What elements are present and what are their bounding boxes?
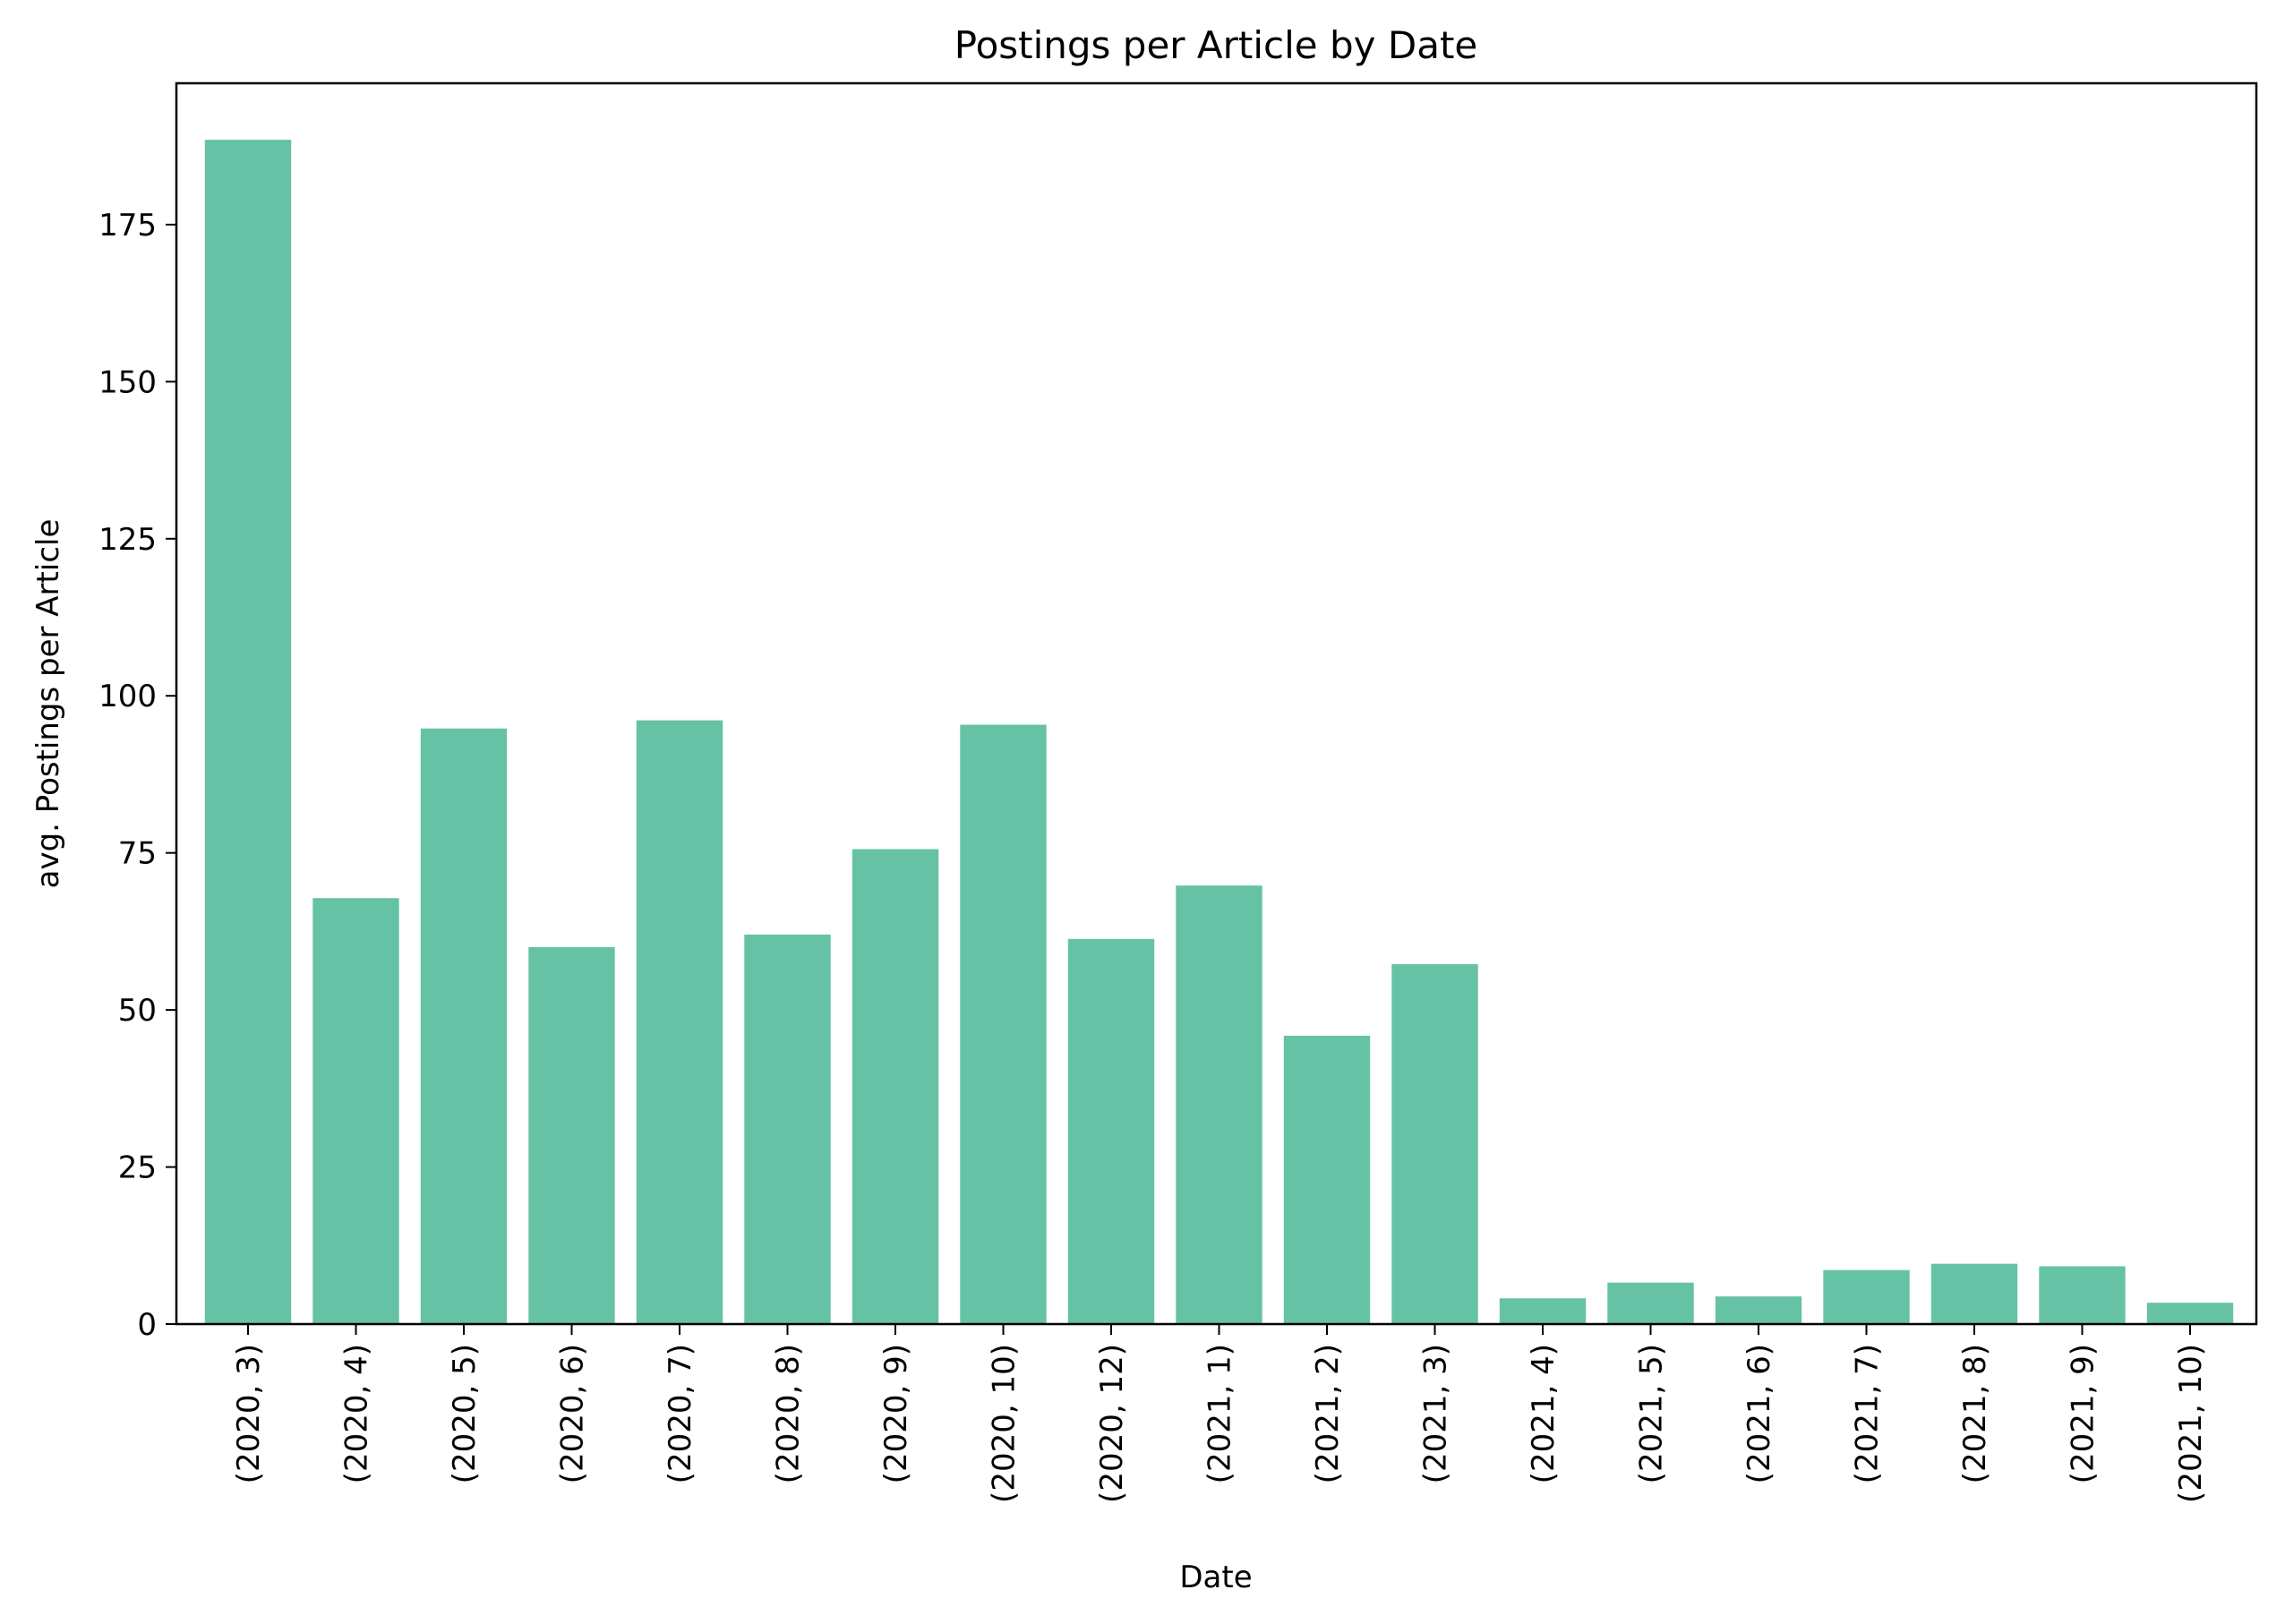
y-tick-label: 0: [137, 1307, 157, 1343]
bar: [1715, 1296, 1802, 1324]
x-tick-label: (2021, 6): [1742, 1344, 1777, 1483]
bar: [528, 946, 615, 1324]
chart-title: Postings per Article by Date: [954, 23, 1478, 67]
bar: [1499, 1298, 1587, 1324]
y-axis-label: avg. Postings per Article: [30, 519, 66, 889]
x-tick-label: (2020, 8): [771, 1344, 807, 1483]
y-tick-label: 50: [118, 993, 157, 1029]
bar: [2039, 1266, 2126, 1324]
x-tick-label: (2021, 8): [1957, 1344, 1993, 1483]
bar: [636, 720, 723, 1324]
y-tick-label: 100: [98, 679, 157, 714]
x-tick-label: (2021, 10): [2173, 1344, 2209, 1503]
bars-group: [204, 140, 2234, 1324]
bar: [2146, 1303, 2234, 1324]
bar: [1391, 963, 1478, 1324]
x-tick-label: (2021, 9): [2066, 1344, 2101, 1483]
x-tick-label: (2020, 4): [339, 1344, 375, 1483]
x-axis-ticks: (2020, 3) (2020, 4) (2020, 5) (2020, 6) (202…: [231, 1324, 2209, 1503]
y-tick-label: 175: [98, 208, 157, 244]
x-tick-label: (2020, 7): [663, 1344, 698, 1483]
bar: [852, 849, 939, 1324]
x-tick-label: (2021, 3): [1418, 1344, 1454, 1483]
x-tick-label: (2020, 5): [447, 1344, 483, 1483]
bar: [1067, 938, 1155, 1324]
y-tick-label: 25: [118, 1150, 157, 1186]
bar: [312, 898, 399, 1324]
x-tick-label: (2020, 3): [231, 1344, 267, 1483]
bar: [1607, 1282, 1694, 1324]
bar: [1283, 1035, 1371, 1324]
x-tick-label: (2020, 12): [1094, 1344, 1130, 1503]
bar: [1930, 1263, 2018, 1324]
x-axis-label: Date: [1179, 1560, 1252, 1595]
x-tick-label: (2021, 4): [1526, 1344, 1562, 1483]
y-axis-ticks: 0 25 50 75 100 125 150 175: [98, 208, 176, 1343]
x-tick-label: (2020, 10): [987, 1344, 1023, 1503]
x-tick-label: (2021, 7): [1850, 1344, 1886, 1483]
y-tick-label: 75: [118, 836, 157, 872]
x-tick-label: (2020, 6): [555, 1344, 591, 1483]
bar: [1823, 1269, 1910, 1324]
x-tick-label: (2021, 5): [1634, 1344, 1670, 1483]
y-tick-label: 125: [98, 522, 157, 558]
bar: [1176, 885, 1262, 1324]
x-tick-label: (2020, 9): [878, 1344, 914, 1483]
bar: [420, 728, 508, 1324]
x-tick-label: (2021, 2): [1310, 1344, 1346, 1483]
y-tick-label: 150: [98, 364, 157, 400]
bar: [960, 724, 1047, 1324]
bar: [204, 140, 292, 1324]
plot-frame: [175, 81, 2258, 1326]
bar: [744, 934, 831, 1324]
x-tick-label: (2021, 1): [1202, 1344, 1238, 1483]
